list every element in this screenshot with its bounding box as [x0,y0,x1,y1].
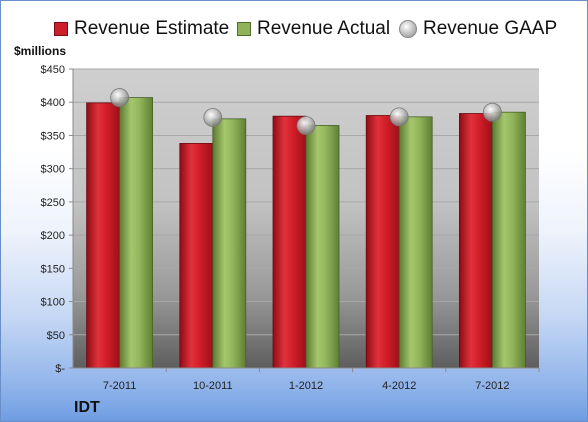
bar-revenue-actual [305,125,340,369]
y-tick-label: $100 [41,297,65,309]
legend: Revenue Estimate Revenue Actual Revenue … [1,17,587,41]
y-tick-label: $350 [41,130,65,142]
legend-label-actual: Revenue Actual [257,18,391,39]
y-tick-label: $50 [47,330,65,342]
y-tick-label: $200 [41,230,65,242]
x-tick-label: 10-2011 [193,380,233,392]
legend-swatch-gaap [399,20,417,38]
y-tick-label: $250 [41,197,65,209]
bar-revenue-estimate [179,143,214,369]
marker-revenue-gaap [203,108,223,127]
legend-swatch-actual [237,22,251,36]
bar-revenue-actual [491,111,526,369]
legend-swatch-estimate [54,22,68,36]
marker-revenue-gaap [482,102,502,122]
marker-revenue-gaap [389,107,409,127]
y-tick-label: $- [55,363,65,375]
y-tick-label: $300 [41,164,65,176]
bars [86,97,526,369]
bar-revenue-estimate [272,115,307,369]
legend-item-gaap: Revenue GAAP [399,17,557,41]
y-tick-label: $450 [41,64,65,76]
gaap-markers [110,88,502,135]
legend-item-actual: Revenue Actual [237,17,390,41]
legend-label-gaap: Revenue GAAP [423,18,558,39]
bar-revenue-estimate [365,115,400,369]
y-tick-label: $150 [41,263,65,275]
company-label: IDT [74,399,100,416]
y-axis-ticks: $- $50 $100 $150 $200 $250 $300 $350 $400 $450 [41,64,73,375]
bar-revenue-estimate [458,113,493,369]
legend-item-estimate: Revenue Estimate [54,17,229,41]
marker-revenue-gaap [296,116,316,135]
bar-revenue-estimate [86,102,120,369]
bar-revenue-actual [119,97,153,369]
bar-revenue-actual [212,118,247,369]
x-tick-label: 7-2011 [103,380,136,392]
bar-revenue-actual [398,116,433,369]
y-axis-unit-label: $millions [14,44,67,58]
x-tick-label: 4-2012 [382,380,416,392]
marker-revenue-gaap [110,88,129,107]
legend-label-estimate: Revenue Estimate [74,18,230,39]
x-tick-label: 7-2012 [475,380,509,392]
x-axis-ticks: 7-2011 10-2011 1-2012 4-2012 7-2012 [103,368,540,392]
y-tick-label: $400 [41,97,65,109]
x-tick-label: 1-2012 [289,380,323,392]
